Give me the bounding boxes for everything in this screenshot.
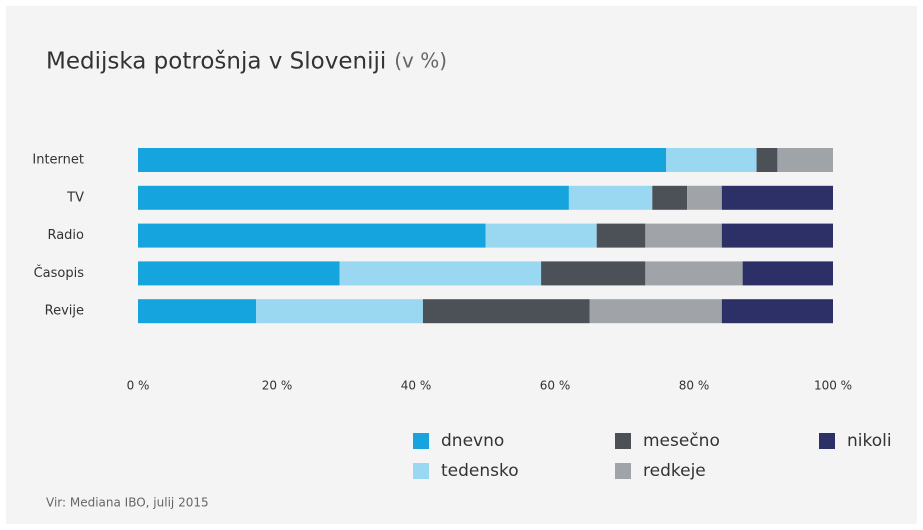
bar-segment	[589, 299, 722, 324]
x-tick-label: 20 %	[262, 379, 293, 393]
x-tick-label: 40 %	[401, 379, 432, 393]
bar-segment	[666, 148, 757, 172]
bar-segment	[138, 148, 667, 172]
bar-segment	[742, 261, 833, 286]
x-tick-label: 60 %	[540, 379, 571, 393]
y-tick-label: Revije	[45, 304, 84, 319]
x-tick-label: 0 %	[127, 379, 150, 393]
bar-segment	[138, 299, 257, 324]
legend-swatch	[819, 433, 835, 449]
bar-segment	[652, 185, 688, 210]
y-tick-label: Internet	[32, 153, 84, 168]
bar-segment	[541, 261, 646, 286]
x-tick-label: 80 %	[679, 379, 710, 393]
bar-segment	[687, 185, 722, 210]
bar-segment	[485, 223, 597, 248]
bar-segment	[777, 148, 833, 172]
legend-swatch	[413, 433, 429, 449]
source: Vir: Mediana IBO, julij 2015	[46, 496, 209, 510]
legend-label: nikoli	[847, 431, 892, 451]
legend-swatch	[615, 463, 631, 479]
bar-segment	[138, 223, 486, 248]
bar-segment	[721, 299, 833, 324]
bar-segment	[256, 299, 423, 324]
bar-segment	[596, 223, 646, 248]
bar-segment	[138, 261, 340, 286]
legend-label: mesečno	[643, 431, 720, 451]
bar-segment	[422, 299, 590, 324]
bar-segment	[339, 261, 542, 286]
bar-segment	[645, 261, 743, 286]
chart-title: Medijska potrošnja v Sloveniji	[46, 49, 386, 75]
y-tick-label: Časopis	[34, 265, 85, 281]
bar-segment	[721, 185, 833, 210]
y-tick-label: TV	[66, 190, 84, 205]
bar-segment	[721, 223, 833, 248]
bar-segment	[138, 185, 569, 210]
legend-swatch	[413, 463, 429, 479]
legend-label: tedensko	[441, 461, 519, 481]
bar-segment	[756, 148, 778, 172]
y-tick-label: Radio	[47, 228, 84, 243]
bar-segment	[645, 223, 722, 248]
legend-label: dnevno	[441, 431, 504, 451]
x-tick-label: 100 %	[814, 379, 852, 393]
chart-subtitle: (v %)	[394, 49, 447, 73]
legend-swatch	[615, 433, 631, 449]
legend-label: redkeje	[643, 461, 706, 481]
bar-segment	[568, 185, 653, 210]
